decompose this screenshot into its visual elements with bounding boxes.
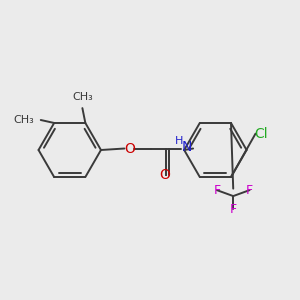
Text: CH₃: CH₃: [14, 115, 34, 125]
Text: F: F: [213, 184, 220, 196]
Text: CH₃: CH₃: [72, 92, 93, 102]
Text: O: O: [124, 142, 135, 155]
Text: O: O: [159, 168, 170, 182]
Text: F: F: [246, 184, 253, 196]
Text: H: H: [175, 136, 183, 146]
Text: F: F: [230, 203, 237, 216]
Text: N: N: [182, 140, 192, 154]
Text: Cl: Cl: [255, 127, 268, 141]
